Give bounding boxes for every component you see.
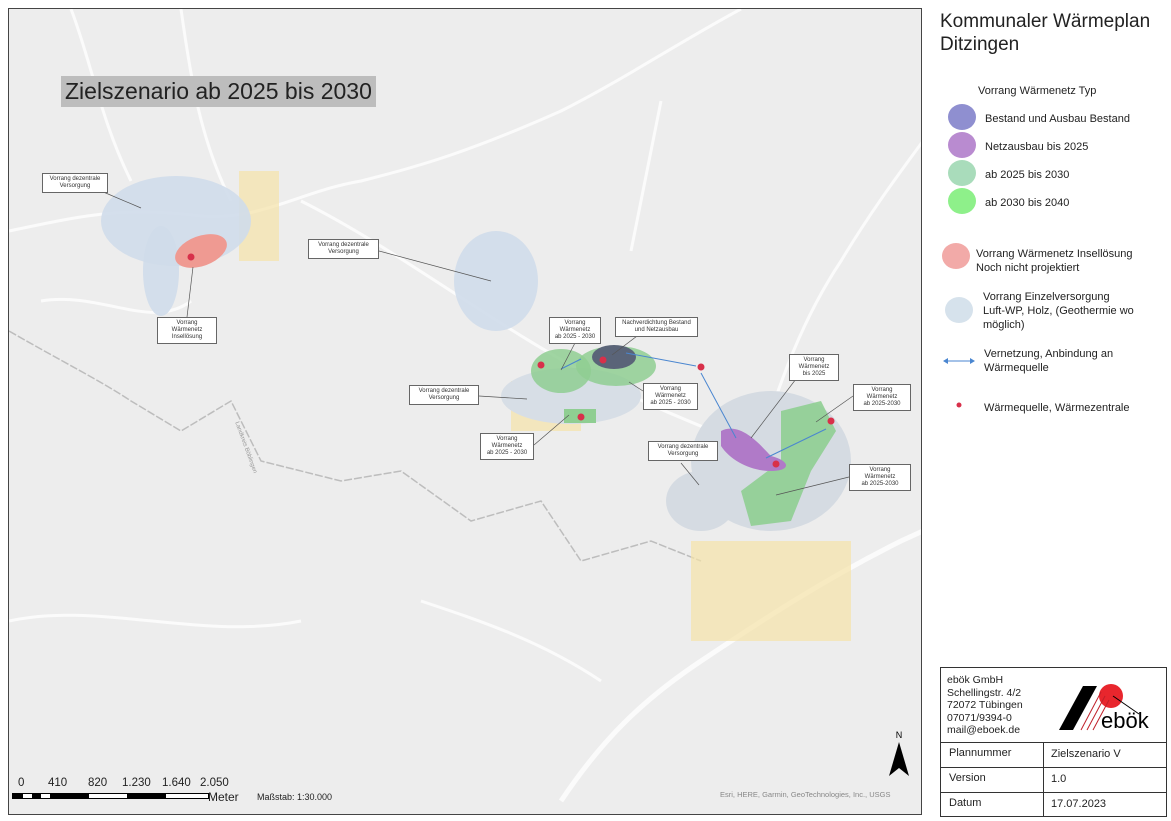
legend-swatch-bis-2025 [948, 132, 976, 158]
callout-bis-2025: Vorrang Wärmenetz bis 2025 [789, 354, 839, 381]
legend-swatch-2030-2040 [948, 188, 976, 214]
basemap [9, 9, 921, 803]
legend-heading: Vorrang Wärmenetz Typ [978, 85, 1097, 97]
scale-bar [12, 793, 209, 799]
area-einzelversorgung [143, 226, 179, 316]
callout-2025-2030: Vorrang Wärmenetz ab 2025 - 2030 [480, 433, 534, 460]
legend-label: Vorrang Einzelversorgung Luft-WP, Holz, … [983, 291, 1134, 331]
legend-label: Vorrang Wärmenetz Insellösung Noch nicht… [976, 248, 1133, 274]
map-frame[interactable]: Zielszenario ab 2025 bis 2030 Landkreis … [8, 8, 922, 815]
legend-panel: Kommunaler Wärmeplan Ditzingen Vorrang W… [930, 0, 1171, 821]
company-email: mail@eboek.de [947, 724, 1021, 736]
legend-label: ab 2030 bis 2040 [985, 197, 1070, 209]
callout-leaders [100, 190, 854, 496]
north-arrow-icon [889, 742, 909, 776]
scale-unit: Meter [208, 790, 239, 804]
legend-swatch-einzel [945, 297, 973, 323]
area-insel [175, 234, 227, 268]
scale-tick: 820 [88, 777, 108, 789]
legend-swatch-insel [942, 243, 970, 269]
map-title: Kommunaler Wärmeplan Ditzingen [940, 11, 1151, 55]
row-value: 17.07.2023 [1051, 798, 1107, 810]
legend-label: Netzausbau bis 2025 [985, 141, 1089, 153]
area-bis-2025 [721, 428, 786, 471]
svg-text:ebök: ebök [1101, 708, 1150, 733]
company-address: ebök GmbH Schellingstr. 4/2 72072 Tübing… [947, 674, 1023, 737]
company-phone: 07071/9394-0 [947, 711, 1012, 724]
row-value: Zielszenario V [1051, 748, 1121, 760]
title-block: ebök GmbH Schellingstr. 4/2 72072 Tübing… [940, 667, 1167, 817]
row-plannummer: Plannummer Zielszenario V [941, 742, 1166, 767]
attribution: Esri, HERE, Garmin, GeoTechnologies, Inc… [720, 790, 891, 799]
legend-label: Wärmequelle, Wärmezentrale [984, 402, 1130, 414]
callout-2025-2030: Vorrang Wärmenetz ab 2025 - 2030 [549, 317, 601, 344]
scenario-title: Zielszenario ab 2025 bis 2030 [61, 76, 376, 107]
callout-nachverdichtung: Nachverdichtung Bestand und Netzausbau [615, 317, 698, 337]
row-key: Plannummer [949, 747, 1012, 759]
scale-tick: 1.230 [122, 777, 151, 789]
connection-lines [560, 352, 827, 459]
callout-insel: Vorrang Wärmenetz Insellösung [157, 317, 217, 344]
callout-dezentral: Vorrang dezentrale Versorgung [308, 239, 379, 259]
company-city: 72072 Tübingen [947, 699, 1023, 711]
area-2025-2030 [531, 349, 591, 393]
scale-tick: 2.050 [200, 777, 229, 789]
legend-swatch-bestand [948, 104, 976, 130]
legend-arrow-icon [943, 358, 975, 364]
row-datum: Datum 17.07.2023 [941, 792, 1166, 817]
callout-2025-2030: Vorrang Wärmenetz ab 2025-2030 [849, 464, 911, 491]
district-boundary [9, 330, 702, 562]
legend-label: ab 2025 bis 2030 [985, 169, 1070, 181]
scale-tick: 410 [48, 777, 68, 789]
company-street: Schellingstr. 4/2 [947, 686, 1022, 699]
row-key: Datum [949, 797, 982, 809]
company-name: ebök GmbH [947, 674, 1004, 686]
eboek-logo: ebök [1059, 684, 1150, 733]
scale-tick: 1.640 [162, 777, 191, 789]
callout-dezentral: Vorrang dezentrale Versorgung [409, 385, 479, 405]
area-2025-2030 [741, 401, 836, 526]
scale-ratio: Maßstab: 1:30.000 [257, 792, 333, 802]
heat-sources [187, 253, 835, 468]
legend-label: Vernetzung, Anbindung an Wärmequelle [984, 348, 1114, 374]
row-key: Version [949, 772, 986, 784]
row-version: Version 1.0 [941, 767, 1166, 792]
north-arrow: N [888, 730, 910, 780]
area-einzelversorgung [666, 471, 736, 531]
area-einzelversorgung [454, 231, 538, 331]
area-bestand [592, 345, 636, 369]
callout-2025-2030: Vorrang Wärmenetz ab 2025 - 2030 [643, 383, 698, 410]
legend-swatch-2025-2030 [948, 160, 976, 186]
callout-dezentral: Vorrang dezentrale Versorgung [648, 441, 718, 461]
legend-label: Bestand und Ausbau Bestand [985, 113, 1130, 125]
row-value: 1.0 [1051, 773, 1067, 785]
callout-dezentral: Vorrang dezentrale Versorgung [42, 173, 108, 193]
callout-2025-2030: Vorrang Wärmenetz ab 2025-2030 [853, 384, 911, 411]
legend-dot-icon [956, 402, 962, 408]
north-label: N [895, 730, 903, 740]
scale-tick: 0 [18, 777, 25, 789]
